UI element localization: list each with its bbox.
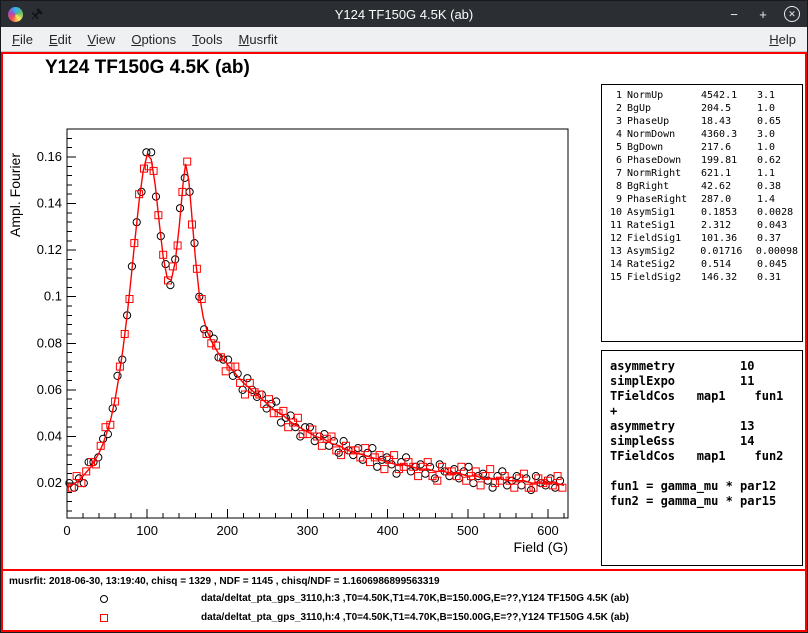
svg-text:0.06: 0.06	[37, 382, 62, 397]
svg-text:500: 500	[457, 523, 479, 538]
menu-item-musrfit[interactable]: Musrfit	[231, 29, 286, 50]
plot-title: Y124 TF150G 4.5K (ab)	[45, 57, 250, 79]
app-menu-icon[interactable]	[8, 7, 23, 22]
svg-text:0.04: 0.04	[37, 428, 62, 443]
svg-text:0.02: 0.02	[37, 475, 62, 490]
menu-item-tools[interactable]: Tools	[184, 29, 230, 50]
param-row: 13AsymSig20.017160.00098	[606, 245, 798, 258]
fit-info: musrfit: 2018-06-30, 13:19:40, chisq = 1…	[9, 576, 440, 587]
window-title: Y124 TF150G 4.5K (ab)	[1, 7, 807, 22]
svg-text:0.12: 0.12	[37, 242, 62, 257]
svg-text:0.1: 0.1	[44, 289, 62, 304]
param-row: 9PhaseRight287.01.4	[606, 193, 798, 206]
plot-frame	[67, 129, 568, 518]
param-row: 10AsymSig10.18530.0028	[606, 206, 798, 219]
y-axis-title: Ampl. Fourier	[7, 153, 23, 237]
root-canvas: 0 100 200 300 400 500 600 0.02 0.04 0.06 0.08 0.1 0.…	[1, 52, 807, 632]
svg-text:0: 0	[63, 523, 70, 538]
param-row: 4NormDown4360.33.0	[606, 128, 798, 141]
svg-text:100: 100	[136, 523, 158, 538]
param-row: 15FieldSig2146.320.31	[606, 271, 798, 284]
svg-text:600: 600	[537, 523, 559, 538]
menu-item-file[interactable]: File	[4, 29, 41, 50]
legend-marker-square-icon	[100, 614, 108, 622]
info-pad: musrfit: 2018-06-30, 13:19:40, chisq = 1…	[3, 571, 805, 630]
param-row: 7NormRight621.11.1	[606, 167, 798, 180]
param-row: 12FieldSig1101.360.37	[606, 232, 798, 245]
legend-label: data/deltat_pta_gps_3110,h:3 ,T0=4.50K,T…	[201, 593, 629, 604]
menubar-items: FileEditViewOptionsToolsMusrfit	[4, 29, 286, 50]
param-row: 2BgUp204.51.0	[606, 102, 798, 115]
theory-box: asymmetry 10 simplExpo 11 TFieldCos map1…	[601, 350, 803, 566]
param-row: 14RateSig20.5140.045	[606, 258, 798, 271]
param-row: 6PhaseDown199.810.62	[606, 154, 798, 167]
legend-label: data/deltat_pta_gps_3110,h:4 ,T0=4.50K,T…	[201, 612, 629, 623]
param-row: 11RateSig12.3120.043	[606, 219, 798, 232]
menu-item-edit[interactable]: Edit	[41, 29, 79, 50]
svg-text:400: 400	[377, 523, 399, 538]
maximize-button[interactable]: +	[755, 6, 771, 22]
close-button[interactable]: ✕	[784, 6, 800, 22]
menubar-help: Help	[761, 29, 804, 50]
legend-item: data/deltat_pta_gps_3110,h:3 ,T0=4.50K,T…	[3, 592, 805, 607]
series-h3-data	[66, 149, 564, 494]
svg-text:0.14: 0.14	[37, 196, 62, 211]
menu-item-view[interactable]: View	[79, 29, 123, 50]
param-row: 1NormUp4542.13.1	[606, 89, 798, 102]
svg-text:300: 300	[297, 523, 319, 538]
x-axis-title: Field (G)	[514, 539, 568, 555]
titlebar[interactable]: Y124 TF150G 4.5K (ab) − + ✕	[1, 1, 807, 27]
param-row: 8BgRight42.620.38	[606, 180, 798, 193]
svg-text:200: 200	[216, 523, 238, 538]
svg-text:0.08: 0.08	[37, 335, 62, 350]
series-h4-data	[68, 158, 566, 491]
pin-icon[interactable]	[29, 7, 44, 22]
menubar: FileEditViewOptionsToolsMusrfit Help	[1, 27, 807, 52]
parameter-box: 1NormUp4542.13.12BgUp204.51.03PhaseUp18.…	[601, 84, 803, 342]
minimize-button[interactable]: −	[726, 6, 742, 22]
param-row: 3PhaseUp18.430.65	[606, 115, 798, 128]
menu-item-help[interactable]: Help	[761, 29, 804, 50]
menu-item-options[interactable]: Options	[123, 29, 184, 50]
param-row: 5BgDown217.61.0	[606, 141, 798, 154]
svg-text:0.16: 0.16	[37, 149, 62, 164]
legend-item: data/deltat_pta_gps_3110,h:4 ,T0=4.50K,T…	[3, 611, 805, 626]
plot-pad[interactable]: 0 100 200 300 400 500 600 0.02 0.04 0.06 0.08 0.1 0.…	[3, 54, 805, 569]
legend-marker-circle-icon	[100, 595, 108, 603]
app-window: Y124 TF150G 4.5K (ab) − + ✕ FileEditView…	[0, 0, 808, 633]
